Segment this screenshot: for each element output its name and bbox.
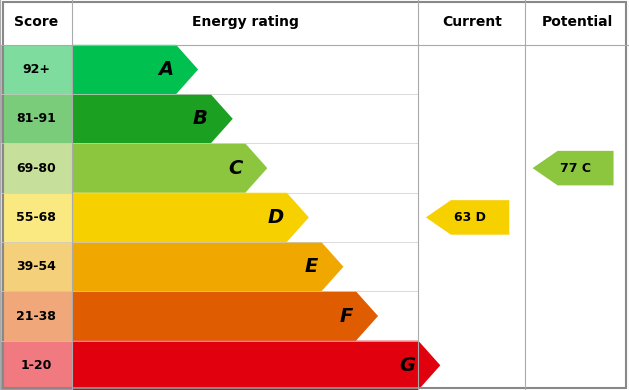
FancyBboxPatch shape — [0, 341, 72, 390]
Polygon shape — [72, 242, 343, 291]
Text: Current: Current — [442, 16, 502, 29]
Text: 39-54: 39-54 — [16, 260, 56, 273]
Polygon shape — [72, 341, 440, 390]
Text: 81-91: 81-91 — [16, 112, 56, 125]
FancyBboxPatch shape — [0, 45, 72, 94]
Text: 69-80: 69-80 — [16, 161, 56, 175]
Text: 77 C: 77 C — [560, 161, 591, 175]
Text: E: E — [305, 257, 318, 276]
FancyBboxPatch shape — [0, 291, 72, 341]
Text: A: A — [158, 60, 173, 79]
Polygon shape — [426, 200, 509, 235]
Text: Potential: Potential — [542, 16, 613, 29]
Text: B: B — [192, 109, 208, 128]
Text: 92+: 92+ — [22, 63, 50, 76]
Text: C: C — [228, 159, 242, 177]
Text: D: D — [267, 208, 284, 227]
Text: G: G — [399, 356, 415, 375]
Text: 55-68: 55-68 — [16, 211, 56, 224]
Polygon shape — [72, 45, 198, 94]
Text: Energy rating: Energy rating — [192, 16, 299, 29]
Text: 21-38: 21-38 — [16, 310, 56, 323]
Text: F: F — [340, 307, 353, 326]
FancyBboxPatch shape — [0, 193, 72, 242]
Polygon shape — [72, 94, 233, 144]
Text: 1-20: 1-20 — [21, 359, 52, 372]
Text: Score: Score — [14, 16, 58, 29]
Polygon shape — [72, 291, 378, 341]
FancyBboxPatch shape — [0, 94, 72, 144]
Polygon shape — [72, 193, 309, 242]
Polygon shape — [533, 151, 613, 185]
Text: 63 D: 63 D — [454, 211, 486, 224]
FancyBboxPatch shape — [0, 144, 72, 193]
Polygon shape — [72, 144, 267, 193]
FancyBboxPatch shape — [0, 242, 72, 291]
